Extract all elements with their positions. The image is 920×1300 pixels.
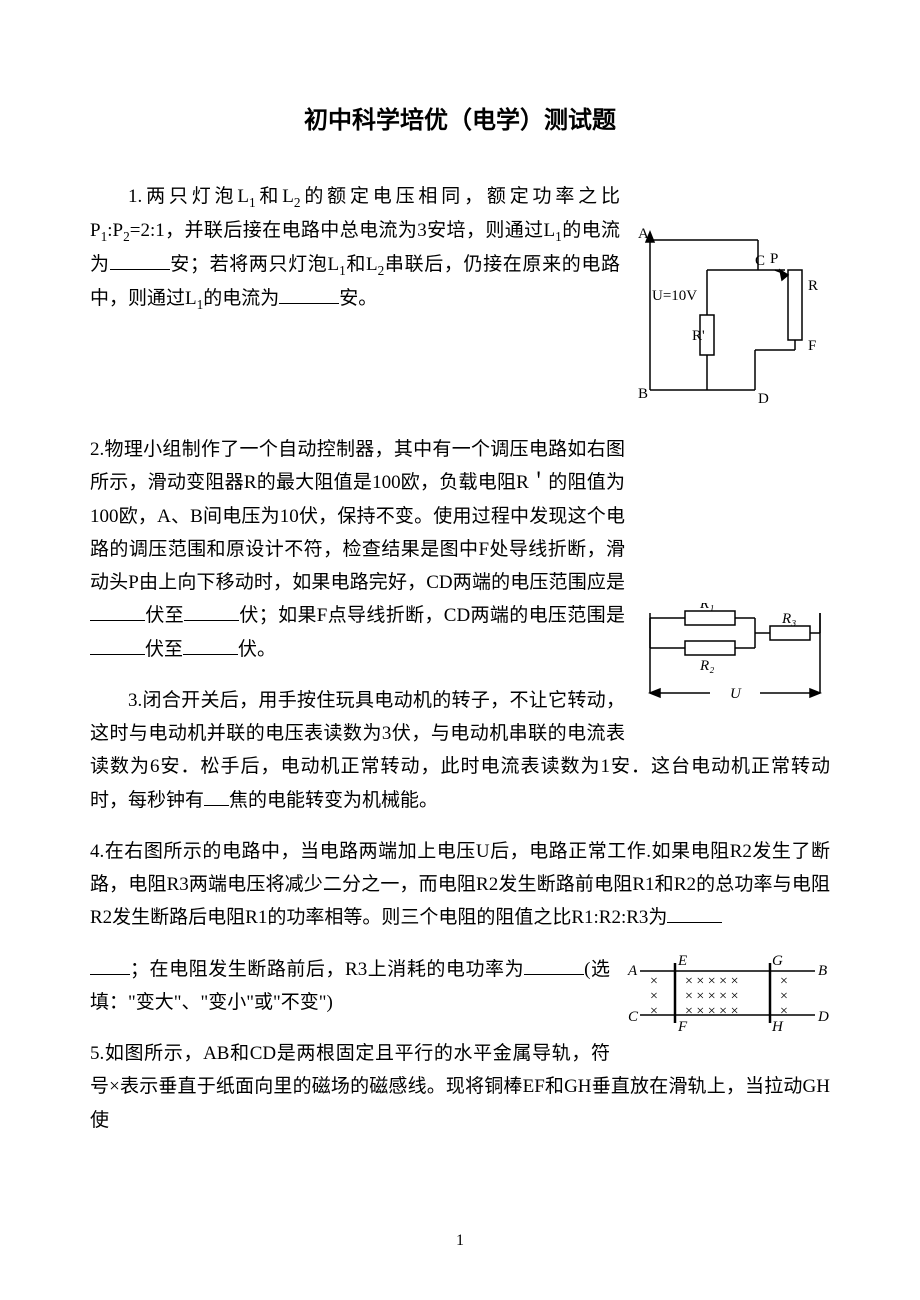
label-P: P [770, 251, 778, 267]
label-rF: F [677, 1019, 688, 1033]
svg-text:×: × [650, 989, 658, 1004]
label-B: B [638, 386, 648, 402]
label-Rprime: R' [692, 328, 705, 344]
blank-field [667, 904, 722, 923]
question-4: 4.在右图所示的电路中，当电路两端加上电压U后，电路正常工作.如果电阻R2发生了… [90, 835, 830, 935]
label-R3: R₃ [781, 611, 796, 627]
svg-text:× × × × ×: × × × × × [685, 989, 738, 1004]
label-D: D [758, 391, 769, 407]
label-rB: B [818, 963, 827, 979]
blank-field [184, 602, 239, 621]
label-U2: U [730, 686, 742, 702]
label-F: F [808, 338, 816, 354]
label-rE: E [677, 953, 687, 969]
svg-text:×: × [780, 974, 788, 989]
label-R: R [808, 278, 818, 294]
label-U: U=10V [652, 288, 697, 304]
blank-field [90, 602, 145, 621]
label-rD: D [817, 1009, 829, 1025]
rails-diagram: × × × × × × × × × × × × × × × ××× ××× A … [620, 953, 830, 1038]
svg-text:× × × × ×: × × × × × [685, 1004, 738, 1019]
svg-text:× × × × ×: × × × × × [685, 974, 738, 989]
label-rC: C [628, 1009, 639, 1025]
blank-field [90, 956, 130, 975]
blank-field [110, 251, 170, 270]
svg-text:×: × [650, 1004, 658, 1019]
page-title: 初中科学培优（电学）测试题 [90, 100, 830, 135]
label-R2: R₂ [699, 658, 714, 674]
blank-field [90, 636, 145, 655]
circuit-diagram-1: A B C P R F D R' U=10V [630, 220, 830, 415]
page-number: 1 [456, 1232, 464, 1250]
blank-field [279, 285, 339, 304]
svg-text:×: × [780, 989, 788, 1004]
label-rG: G [772, 953, 783, 969]
label-C: C [755, 253, 765, 269]
blank-field [183, 636, 238, 655]
label-rH: H [771, 1019, 784, 1033]
svg-text:×: × [780, 1004, 788, 1019]
svg-text:×: × [650, 974, 658, 989]
label-A: A [638, 226, 649, 242]
label-rA: A [627, 963, 638, 979]
circuit-diagram-2: R₁ R₂ R₃ U [635, 603, 830, 718]
question-5: 5.如图所示，AB和CD是两根固定且平行的水平金属导轨，符号×表示垂直于纸面向里… [90, 1037, 830, 1137]
label-R1: R₁ [699, 603, 714, 612]
blank-field [524, 956, 584, 975]
blank-field [204, 787, 229, 806]
